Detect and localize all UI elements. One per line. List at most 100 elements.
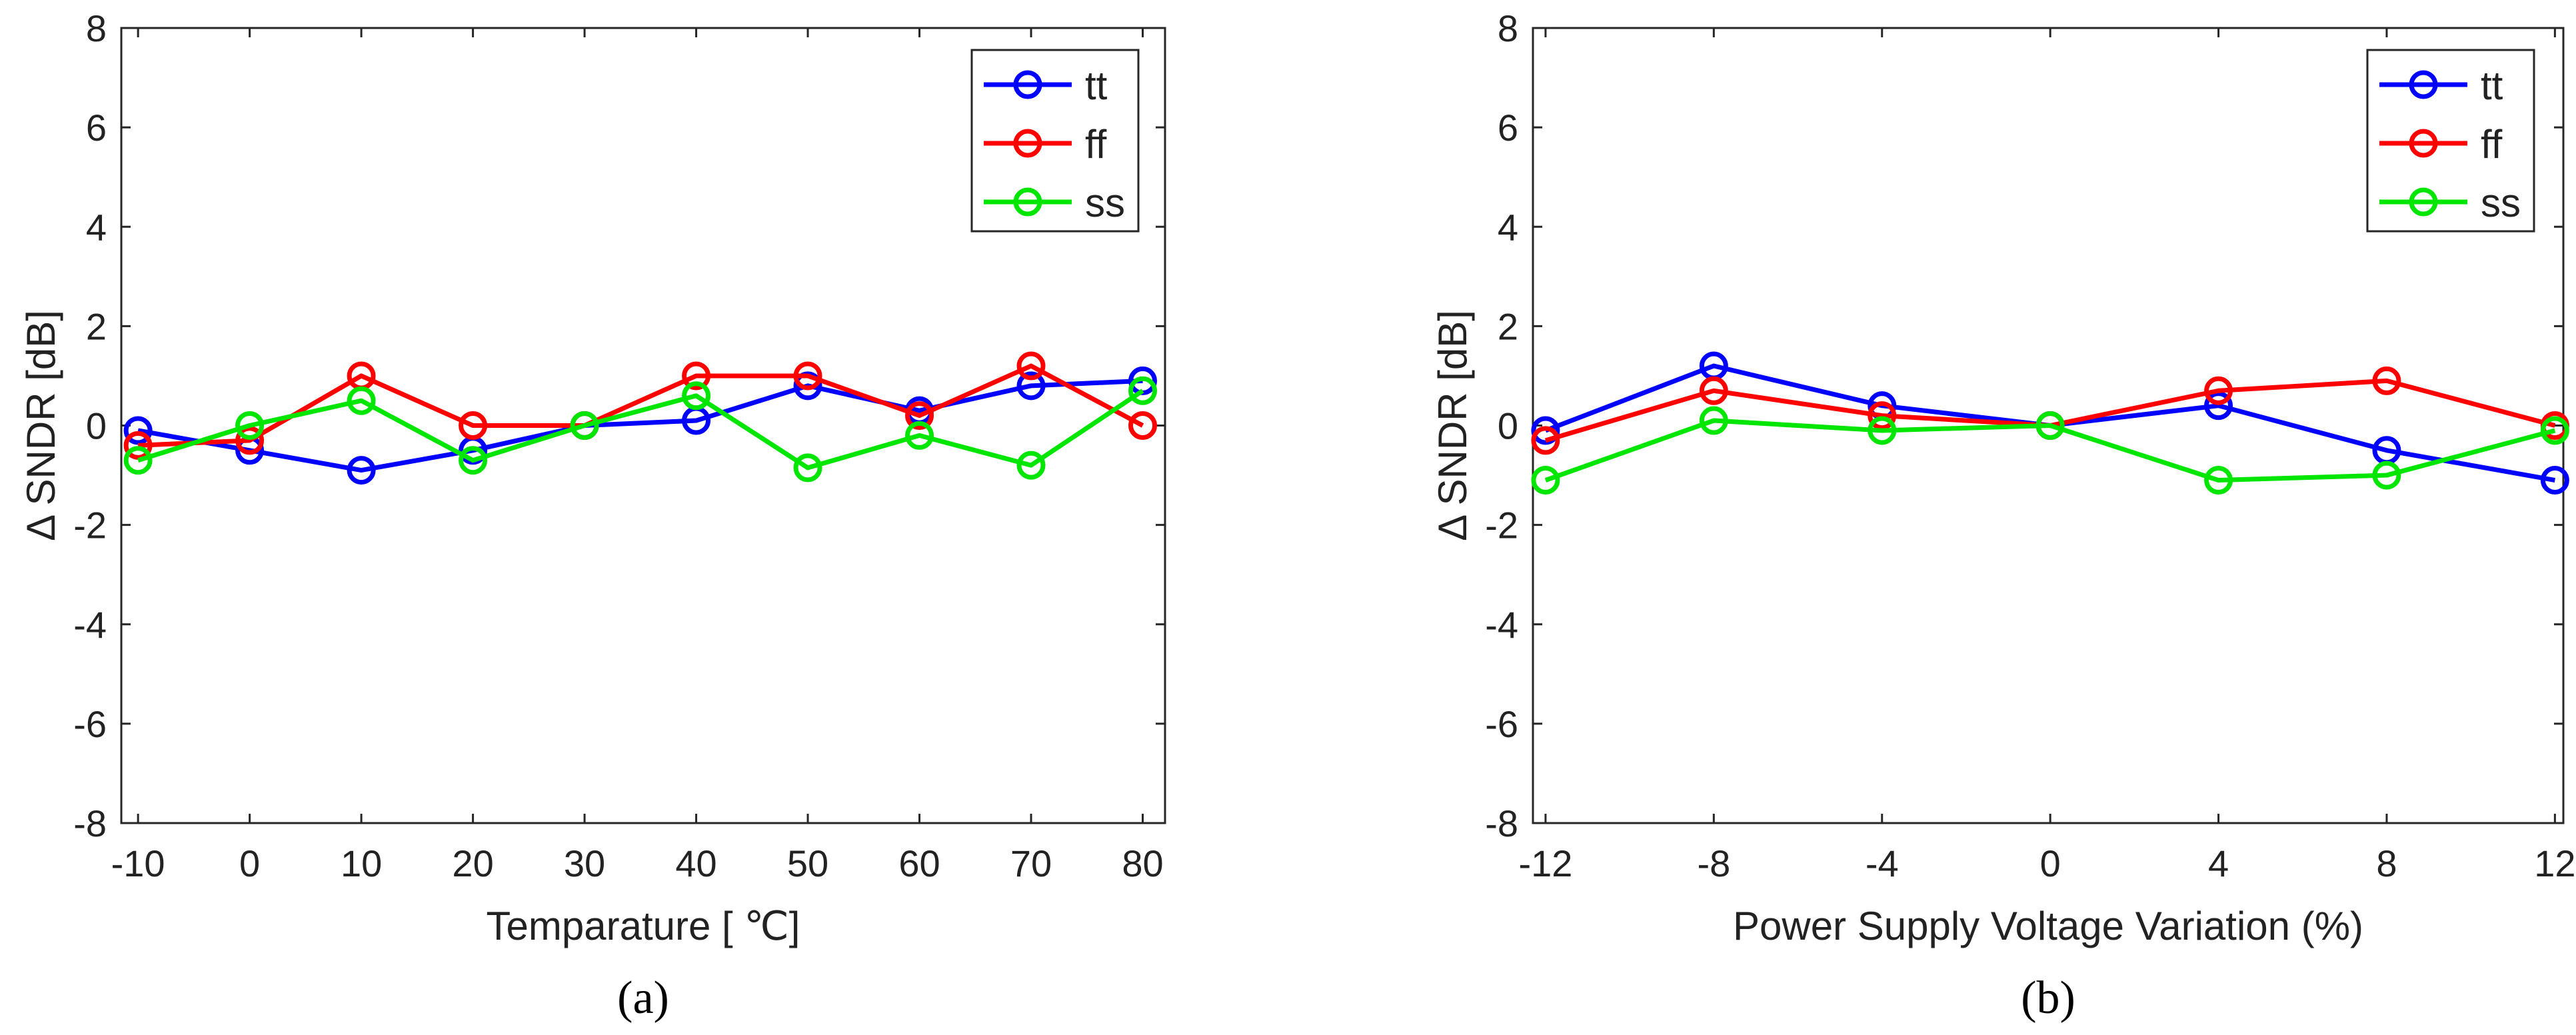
data-point-ff bbox=[1699, 376, 1728, 405]
legend-label-tt: tt bbox=[1085, 63, 1108, 108]
series-ss bbox=[1531, 406, 2569, 495]
y-tick-label: -4 bbox=[1485, 604, 1518, 646]
x-axis-label: Temparature [ ℃] bbox=[487, 904, 800, 948]
data-point-ss bbox=[347, 386, 376, 415]
data-point-ff bbox=[1531, 426, 1560, 455]
data-point-ss bbox=[1868, 416, 1897, 445]
data-point-tt bbox=[123, 416, 153, 445]
x-tick-label: 0 bbox=[2040, 842, 2061, 884]
legend-label-ff: ff bbox=[1085, 122, 1107, 167]
x-tick-label: 0 bbox=[239, 842, 260, 884]
y-axis-label: Δ SNDR [dB] bbox=[19, 310, 63, 541]
panel-label: (b) bbox=[2021, 972, 2075, 1024]
legend-marker-ss bbox=[2409, 187, 2438, 217]
chart-panel-a: -8 -6 -4 -2 0 2 4 6 8 -10 0 10 20 30 40 50 60 70 80 Tempara… bbox=[19, 7, 1166, 1024]
data-point-ff bbox=[1016, 351, 1046, 381]
y-tick-label: -8 bbox=[1485, 802, 1518, 844]
x-tick-label: 30 bbox=[564, 842, 605, 884]
x-tick-label: 4 bbox=[2208, 842, 2229, 884]
x-axis-label: Power Supply Voltage Variation (%) bbox=[1733, 904, 2363, 948]
data-point-ss bbox=[2035, 411, 2065, 440]
series-line-tt bbox=[137, 378, 1143, 473]
legend: tt ff ss bbox=[2366, 49, 2535, 233]
y-tick-label: -4 bbox=[73, 604, 107, 646]
x-tick-label: 20 bbox=[452, 842, 493, 884]
series-ss bbox=[123, 376, 1158, 483]
data-point-tt bbox=[1016, 371, 1046, 401]
x-tick-label: 12 bbox=[2534, 842, 2575, 884]
legend-marker-ff bbox=[2409, 129, 2438, 158]
data-point-ff bbox=[905, 401, 934, 431]
series-ff bbox=[123, 351, 1158, 460]
y-tick-label: 6 bbox=[86, 107, 107, 149]
data-point-ss bbox=[905, 421, 934, 450]
series-line-ss bbox=[1544, 418, 2556, 483]
data-point-ss bbox=[123, 446, 153, 475]
data-point-ff bbox=[682, 361, 711, 391]
data-point-tt bbox=[2204, 391, 2233, 421]
legend-label-ff: ff bbox=[2481, 122, 2503, 167]
y-tick-label: 8 bbox=[1498, 7, 1518, 49]
legend-label-ss: ss bbox=[1085, 181, 1125, 225]
x-tick-label: 10 bbox=[341, 842, 382, 884]
data-point-ss bbox=[793, 453, 822, 483]
legend-marker-ff bbox=[1013, 129, 1042, 158]
y-tick-label: -6 bbox=[73, 703, 107, 745]
y-axis-label: Δ SNDR [dB] bbox=[1430, 310, 1475, 541]
data-point-ss bbox=[1699, 406, 1728, 435]
x-tick-label: 8 bbox=[2376, 842, 2397, 884]
legend-marker-tt bbox=[2409, 70, 2438, 99]
data-point-ss bbox=[570, 411, 599, 440]
legend: tt ff ss bbox=[970, 49, 1140, 233]
series-line-ss bbox=[137, 389, 1144, 471]
data-point-tt bbox=[2540, 466, 2569, 495]
data-point-tt bbox=[347, 456, 376, 485]
legend-marker-tt bbox=[1013, 70, 1042, 99]
y-tick-label: 8 bbox=[86, 7, 107, 49]
x-tick-label: 50 bbox=[787, 842, 828, 884]
data-point-ss bbox=[1531, 466, 1560, 495]
data-point-ff bbox=[123, 431, 153, 460]
legend-label-tt: tt bbox=[2481, 63, 2503, 108]
y-tick-label: 0 bbox=[86, 405, 107, 447]
series-line-ff bbox=[137, 363, 1144, 448]
y-tick-label: -8 bbox=[73, 802, 107, 844]
legend-label-ss: ss bbox=[2481, 181, 2521, 225]
data-point-ff bbox=[235, 426, 265, 455]
data-point-ss bbox=[235, 411, 265, 440]
y-tick-label: 2 bbox=[86, 305, 107, 347]
data-point-ff bbox=[2204, 376, 2233, 405]
x-tick-label: -8 bbox=[1697, 842, 1730, 884]
data-point-ff bbox=[459, 411, 488, 440]
x-tick-label: -10 bbox=[111, 842, 165, 884]
x-tick-label: 70 bbox=[1010, 842, 1052, 884]
data-point-ff bbox=[1128, 411, 1158, 440]
legend-marker-ss bbox=[1013, 187, 1042, 217]
y-tick-label: 2 bbox=[1498, 305, 1518, 347]
data-point-ss bbox=[2204, 466, 2233, 495]
y-tick-label: 4 bbox=[86, 206, 107, 248]
x-tick-label: -4 bbox=[1866, 842, 1899, 884]
data-point-ss bbox=[2540, 416, 2569, 445]
data-point-ff bbox=[1868, 401, 1897, 431]
x-tick-label: -12 bbox=[1518, 842, 1572, 884]
x-tick-label: 80 bbox=[1122, 842, 1163, 884]
data-point-ss bbox=[459, 446, 488, 475]
data-point-ss bbox=[1128, 376, 1158, 405]
series-tt bbox=[1531, 351, 2569, 495]
y-tick-label: -2 bbox=[73, 505, 107, 546]
y-tick-label: 4 bbox=[1498, 206, 1518, 248]
y-tick-label: 6 bbox=[1498, 107, 1518, 149]
series-tt bbox=[123, 366, 1158, 485]
data-point-ss bbox=[2372, 461, 2401, 490]
y-tick-label: -6 bbox=[1485, 703, 1518, 745]
panel-label: (a) bbox=[617, 972, 669, 1024]
x-tick-label: 60 bbox=[898, 842, 940, 884]
data-point-ff bbox=[793, 361, 822, 391]
y-tick-label: -2 bbox=[1485, 505, 1518, 546]
data-point-tt bbox=[1531, 416, 1560, 445]
x-tick-label: 40 bbox=[675, 842, 716, 884]
data-point-ss bbox=[1016, 451, 1046, 480]
